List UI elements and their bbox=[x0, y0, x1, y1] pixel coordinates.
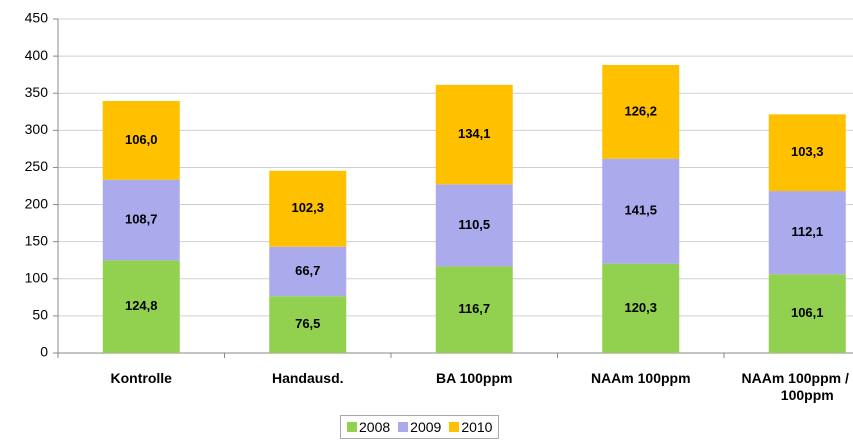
y-tick-label: 200 bbox=[25, 195, 49, 211]
y-tick-label: 50 bbox=[32, 307, 48, 323]
value-label: 76,5 bbox=[295, 316, 320, 331]
bar-segment bbox=[269, 246, 347, 297]
bar-segment bbox=[269, 296, 347, 353]
legend-item: 2009 bbox=[398, 419, 441, 435]
y-tick-label: 400 bbox=[25, 47, 49, 63]
bar-segment bbox=[102, 101, 180, 180]
legend-swatch bbox=[398, 422, 409, 432]
x-tick-label: Kontrolle bbox=[110, 370, 172, 386]
y-tick-label: 350 bbox=[25, 84, 49, 100]
y-tick-label: 300 bbox=[25, 121, 49, 137]
y-tick-label: 0 bbox=[40, 344, 48, 360]
bar-segment bbox=[435, 84, 513, 185]
x-tick-label: NAAm 100ppm bbox=[590, 370, 691, 386]
bar-segment bbox=[602, 263, 680, 353]
x-tick-label: NAAm 100ppm / BA 100ppm bbox=[741, 370, 853, 403]
value-label: 102,3 bbox=[291, 200, 324, 215]
bar-segment bbox=[435, 266, 513, 353]
value-label: 66,7 bbox=[295, 263, 320, 278]
value-label: 112,1 bbox=[791, 224, 823, 239]
value-label: 116,7 bbox=[458, 301, 490, 316]
legend-label: 2008 bbox=[359, 419, 391, 435]
value-label: 110,5 bbox=[458, 217, 490, 232]
bar-segment bbox=[768, 114, 846, 192]
value-label: 134,1 bbox=[458, 126, 491, 141]
bar-segment bbox=[102, 260, 180, 353]
bar-segment bbox=[102, 179, 180, 261]
y-tick-label: 250 bbox=[25, 158, 49, 174]
legend-label: 2010 bbox=[461, 419, 493, 435]
value-label: 106,1 bbox=[791, 305, 824, 320]
legend-swatch bbox=[449, 422, 460, 432]
legend-item: 2008 bbox=[347, 419, 390, 435]
value-label: 103,3 bbox=[791, 144, 824, 159]
legend-swatch bbox=[347, 422, 357, 432]
legend: 2008 2009 2010 bbox=[340, 415, 500, 439]
y-tick-label: 450 bbox=[25, 10, 49, 26]
bar-segment bbox=[768, 191, 846, 275]
x-tick-label: BA 100ppm bbox=[435, 370, 513, 386]
legend-label: 2009 bbox=[410, 419, 442, 435]
bar-segment bbox=[768, 274, 846, 353]
bar-segment bbox=[602, 158, 680, 264]
value-label: 106,0 bbox=[125, 132, 158, 147]
x-tick-label: Handausd. bbox=[271, 370, 344, 386]
bar-segment bbox=[435, 184, 513, 267]
legend-item: 2010 bbox=[449, 419, 492, 435]
value-label: 126,2 bbox=[624, 103, 657, 118]
value-label: 108,7 bbox=[125, 211, 158, 226]
value-label: 120,3 bbox=[624, 300, 657, 315]
value-label: 124,8 bbox=[125, 298, 158, 313]
y-tick-label: 100 bbox=[25, 269, 49, 285]
y-tick-label: 150 bbox=[25, 232, 49, 248]
bar-segment bbox=[602, 65, 680, 159]
value-label: 141,5 bbox=[624, 203, 657, 218]
bar-segment bbox=[269, 170, 347, 247]
